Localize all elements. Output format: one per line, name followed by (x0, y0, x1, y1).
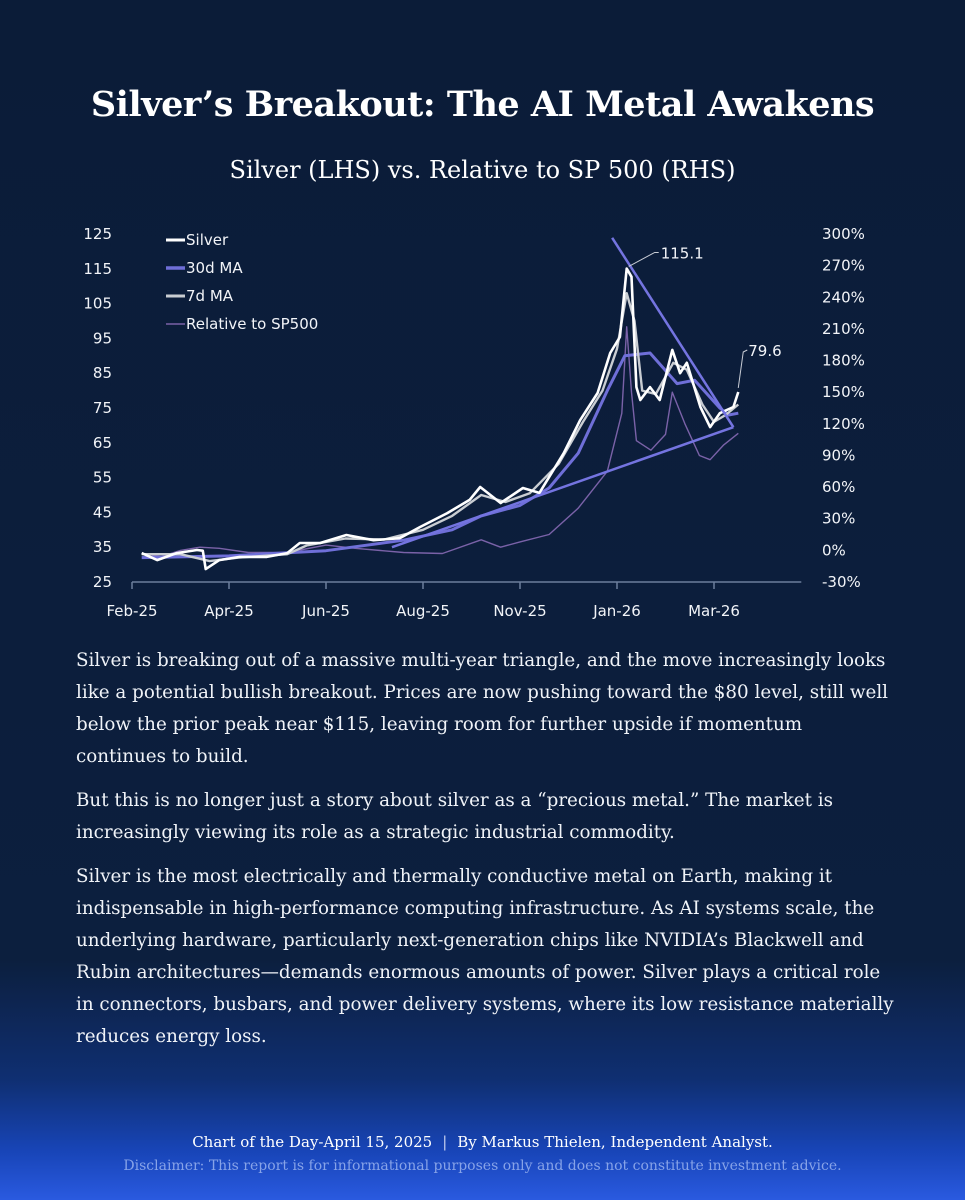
legend-label: Silver (186, 231, 229, 249)
paragraph: Silver is breaking out of a massive mult… (76, 650, 889, 767)
y-right-tick-label: 180% (822, 352, 865, 370)
chart-of-day: Chart of the Day-April 15, 2025 (192, 1133, 433, 1151)
annotation-leader (737, 349, 748, 389)
y-left-tick-label: 55 (93, 469, 112, 487)
paragraph: Silver is the most electrically and ther… (76, 866, 894, 1047)
paragraph: But this is no longer just a story about… (76, 790, 834, 843)
series: 115.1 79.6 (141, 237, 782, 571)
x-tick-label: Jun-25 (301, 602, 350, 620)
x-tick-label: Nov-25 (493, 602, 546, 620)
y-right-tick-label: 270% (822, 257, 865, 275)
article-body: Silver is breaking out of a massive mult… (76, 645, 896, 1065)
y-right-tick-label: 90% (822, 446, 855, 464)
separator: | (442, 1133, 448, 1151)
y-right-tick-label: 30% (822, 510, 855, 528)
disclaimer: Disclaimer: This report is for informati… (123, 1158, 842, 1174)
x-tick-label: Jan-26 (592, 602, 641, 620)
silver-chart: Feb-25 Apr-25 Jun-25 Aug-25 Nov-25 Jan-26 Mar-… (83, 225, 865, 620)
annotation-last: 79.6 (748, 342, 781, 360)
y-left-tick-label: 115 (83, 260, 112, 278)
x-tick-label: Apr-25 (204, 602, 254, 620)
legend: Silver 30d MA 7d MA Relative to SP500 (166, 231, 318, 333)
y-right-tick-label: 300% (822, 225, 865, 243)
axes: Feb-25 Apr-25 Jun-25 Aug-25 Nov-25 Jan-26 Mar-… (83, 225, 865, 620)
series-silver (141, 267, 740, 571)
chart-subtitle: Silver (LHS) vs. Relative to SP 500 (RHS… (229, 156, 736, 184)
footer-credit: Chart of the Day-April 15, 2025 | By Marku… (0, 1133, 965, 1151)
y-right-tick-label: 120% (822, 415, 865, 433)
series-relative-to-sp500 (141, 326, 739, 558)
annotation-leader (628, 251, 659, 267)
y-right-tick-label: 60% (822, 478, 855, 496)
annotation-peak: 115.1 (661, 244, 704, 262)
x-tick-label: Feb-25 (106, 602, 157, 620)
y-right-tick-label: 210% (822, 320, 865, 338)
y-left-tick-label: 35 (93, 538, 112, 556)
y-left-tick-label: 105 (83, 295, 112, 313)
y-left-tick-label: 25 (93, 573, 112, 591)
y-left-tick-label: 125 (83, 225, 112, 243)
y-left-tick-label: 75 (93, 399, 112, 417)
y-left-tick-label: 45 (93, 503, 112, 521)
y-right-tick-label: 240% (822, 288, 865, 306)
y-left-tick-label: 85 (93, 364, 112, 382)
y-left-tick-label: 65 (93, 434, 112, 452)
author: By Markus Thielen, Independent Analyst. (457, 1133, 773, 1151)
legend-label: 30d MA (186, 259, 243, 277)
x-tick-label: Aug-25 (396, 602, 450, 620)
series-7d-ma (141, 292, 740, 563)
upper-trendline (611, 237, 735, 428)
x-tick-label: Mar-26 (688, 602, 740, 620)
y-right-tick-label: 0% (822, 541, 846, 559)
y-right-tick-label: -30% (822, 573, 861, 591)
series-30d-ma (141, 351, 739, 560)
legend-label: Relative to SP500 (186, 315, 318, 333)
lower-trendline (391, 425, 734, 549)
page-title: Silver’s Breakout: The AI Metal Awakens (90, 84, 875, 125)
legend-label: 7d MA (186, 287, 234, 305)
y-left-tick-label: 95 (93, 329, 112, 347)
y-right-tick-label: 150% (822, 383, 865, 401)
